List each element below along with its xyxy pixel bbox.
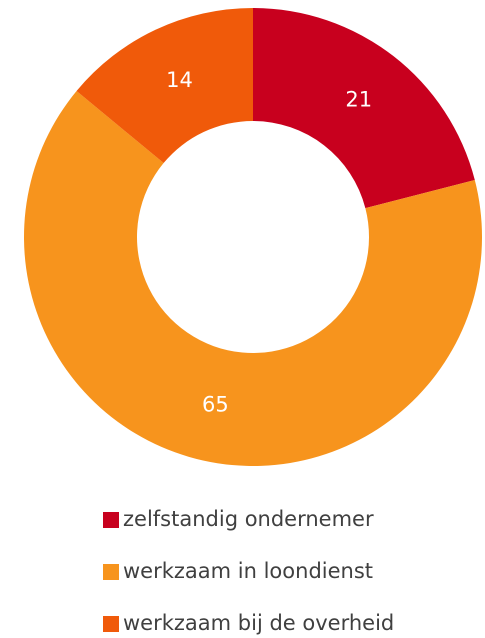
legend-label: werkzaam in loondienst	[123, 559, 373, 583]
donut-segment	[76, 8, 254, 164]
legend-swatch	[103, 512, 119, 528]
legend-swatch	[103, 564, 119, 580]
data-label: 21	[345, 88, 372, 112]
data-label: 14	[166, 68, 193, 92]
donut-segment	[253, 8, 475, 209]
legend-swatch	[103, 616, 119, 632]
donut-segment	[24, 91, 483, 467]
legend-label: werkzaam bij de overheid	[123, 611, 394, 635]
legend-label: zelfstandig ondernemer	[123, 507, 374, 531]
data-label: 65	[202, 392, 229, 416]
